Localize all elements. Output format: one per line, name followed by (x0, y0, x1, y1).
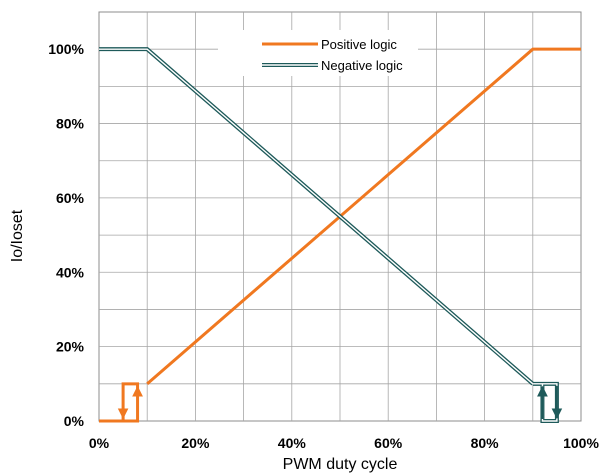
y-tick-label: 100% (48, 41, 84, 57)
legend-label: Negative logic (321, 58, 403, 73)
y-tick-label: 40% (56, 264, 85, 280)
legend-label: Positive logic (321, 37, 397, 52)
x-tick-label: 0% (89, 435, 110, 451)
series-layer (99, 47, 581, 423)
y-tick-label: 20% (56, 339, 85, 355)
x-tick-label: 40% (278, 435, 307, 451)
series-positive-logic (99, 47, 581, 423)
x-axis-ticks: 0% 20% 40% 60% 80% 100% (89, 435, 600, 451)
series-line-inner (99, 48, 534, 385)
legend: Positive logic Negative logic (218, 30, 418, 76)
x-tick-label: 100% (563, 435, 599, 451)
y-axis-ticks: 0% 20% 40% 60% 80% 100% (48, 41, 84, 429)
legend-box (218, 30, 418, 76)
y-tick-label: 0% (64, 413, 85, 429)
y-axis-title: Io/Ioset (9, 209, 26, 262)
x-axis-title: PWM duty cycle (283, 456, 398, 473)
y-tick-label: 60% (56, 190, 85, 206)
series-line (146, 47, 581, 385)
x-tick-label: 80% (471, 435, 500, 451)
x-tick-label: 20% (181, 435, 210, 451)
series-negative-logic (99, 47, 563, 423)
x-tick-label: 60% (374, 435, 403, 451)
y-tick-label: 80% (56, 116, 85, 132)
